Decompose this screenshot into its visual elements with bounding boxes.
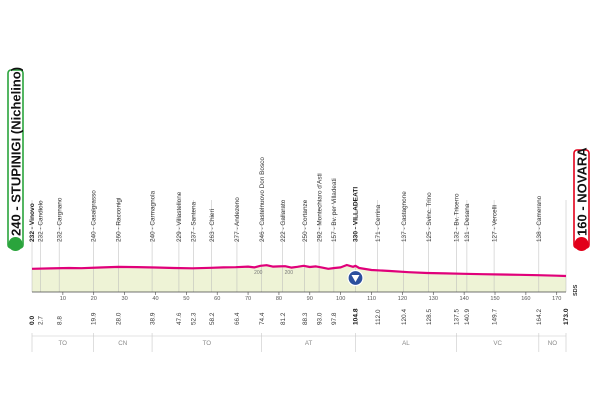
finish-altitude: 160 bbox=[575, 214, 590, 236]
altitude-mark-label: 200 bbox=[254, 270, 263, 276]
waypoint-label: 330 - VILLADEATI bbox=[353, 187, 360, 242]
start-name: STUPINIGI (Nichelino) bbox=[9, 67, 24, 203]
distance-tick-label: 120 bbox=[398, 296, 407, 302]
brand-mark: SDS bbox=[573, 284, 579, 296]
waypoint-label: 292 - Montechiaro d'Asti bbox=[316, 173, 323, 242]
waypoint-km-label: 66.4 bbox=[234, 312, 241, 325]
waypoint-km-label: 88.3 bbox=[302, 312, 309, 325]
waypoint-km-label: 97.8 bbox=[331, 312, 338, 325]
waypoint-label: 229 - Villastellone bbox=[176, 191, 183, 242]
waypoint-km-label: 140.9 bbox=[464, 309, 471, 325]
distance-tick-label: 20 bbox=[91, 296, 97, 302]
waypoint-km-label: 164.2 bbox=[536, 309, 543, 325]
finish-block: 160 - NOVARA bbox=[573, 147, 590, 251]
region-label: NO bbox=[548, 340, 557, 347]
start-title: 240 - STUPINIGI (Nichelino) bbox=[9, 67, 24, 236]
waypoint-km-label: 128.5 bbox=[426, 309, 433, 325]
distance-tick-label: 50 bbox=[183, 296, 189, 302]
profile-marks-layer: 200 200 10 20 30 40 50 60 70 80 90 100 110 120 130 140 1… bbox=[29, 157, 570, 352]
distance-tick-label: 160 bbox=[521, 296, 530, 302]
waypoint-label: 125 - Svinc. Trino bbox=[426, 192, 433, 242]
distance-tick-label: 70 bbox=[245, 296, 251, 302]
profile-base-layer bbox=[31, 200, 567, 292]
waypoint-label: 240 - Casalgrasso bbox=[91, 190, 98, 242]
waypoint-km-label: 137.5 bbox=[454, 309, 461, 325]
distance-tick-label: 60 bbox=[214, 296, 220, 302]
distance-tick-label: 40 bbox=[152, 296, 158, 302]
waypoint-km-label: 58.2 bbox=[209, 312, 216, 325]
waypoint-km-label: 104.8 bbox=[353, 308, 360, 325]
waypoint-km-label: 28.0 bbox=[116, 312, 123, 325]
summit-marker-icon bbox=[347, 269, 364, 287]
region-label: AT bbox=[305, 340, 313, 347]
waypoint-km-label: 47.6 bbox=[176, 312, 183, 325]
distance-tick-label: 130 bbox=[429, 296, 438, 302]
finish-title: 160 - NOVARA bbox=[575, 147, 590, 236]
waypoint-km-label: 0.0 bbox=[29, 316, 36, 325]
waypoint-km-label: 149.7 bbox=[491, 309, 498, 325]
waypoint-label: 232 - Candiolo bbox=[38, 200, 45, 242]
summit-triangle bbox=[351, 275, 360, 282]
waypoint-label: 250 - Cortanze bbox=[302, 199, 309, 242]
distance-tick-label: 100 bbox=[336, 296, 345, 302]
waypoint-label: 131 - Desana bbox=[464, 203, 471, 242]
finish-name: NOVARA bbox=[575, 147, 590, 203]
waypoint-label: 137 - Castagnone bbox=[401, 191, 408, 242]
distance-tick-label: 110 bbox=[367, 296, 376, 302]
start-block: 240 - STUPINIGI (Nichelino) bbox=[7, 67, 24, 251]
waypoint-km-label: 8.8 bbox=[56, 316, 63, 325]
waypoint-label: 237 - Santena bbox=[191, 201, 198, 242]
waypoint-label: 157 - Bv. per Villadeati bbox=[331, 178, 338, 242]
distance-tick-label: 30 bbox=[121, 296, 127, 302]
waypoint-label: 232 - Vinovo bbox=[29, 203, 36, 242]
altitude-mark-label: 200 bbox=[285, 270, 294, 276]
waypoint-label: 132 - Bv. Tricerro bbox=[454, 193, 461, 242]
region-label: TO bbox=[58, 340, 67, 347]
waypoint-label: 240 - Carmagnola bbox=[149, 190, 156, 242]
region-label: TO bbox=[203, 340, 212, 347]
distance-tick-label: 170 bbox=[552, 296, 561, 302]
waypoint-label: 263 - Chieri bbox=[209, 209, 216, 242]
distance-tick-label: 150 bbox=[490, 296, 499, 302]
distance-tick-label: 80 bbox=[276, 296, 282, 302]
finish-flag-icon bbox=[574, 237, 589, 251]
waypoint-km-label: 38.9 bbox=[149, 312, 156, 325]
distance-tick-label: 10 bbox=[60, 296, 66, 302]
waypoint-km-label: 52.3 bbox=[191, 312, 198, 325]
waypoint-label: 138 - Camerano bbox=[536, 195, 543, 242]
waypoint-km-label: 112.0 bbox=[375, 309, 382, 325]
waypoint-label: 277 - Andezeno bbox=[234, 197, 241, 242]
waypoint-km-label: 93.0 bbox=[316, 312, 323, 325]
waypoint-km-label: 74.4 bbox=[259, 312, 266, 325]
waypoint-km-label: 19.9 bbox=[91, 312, 98, 325]
waypoint-label: 246 - Castelnuovo Don Bosco bbox=[259, 157, 266, 242]
waypoint-km-label: 173.0 bbox=[563, 308, 570, 325]
distance-tick-label: 140 bbox=[459, 296, 468, 302]
distance-tick-label: 90 bbox=[307, 296, 313, 302]
waypoint-km-label: 81.2 bbox=[280, 312, 287, 325]
waypoint-label: 222 - Gallarato bbox=[280, 199, 287, 242]
region-label: AL bbox=[402, 340, 410, 347]
waypoint-label: 232 - Cargnano bbox=[56, 197, 63, 242]
profile-area bbox=[32, 265, 566, 292]
region-label: CN bbox=[118, 340, 127, 347]
waypoint-km-label: 120.4 bbox=[401, 309, 408, 325]
start-altitude: 240 bbox=[9, 214, 24, 236]
region-label: VC bbox=[493, 340, 502, 347]
waypoint-label: 171 - Cerrina bbox=[375, 204, 382, 242]
waypoint-label: 127 - Vercelli bbox=[491, 205, 498, 242]
waypoint-label: 260 - Racconigi bbox=[116, 198, 123, 242]
waypoint-km-label: 2.7 bbox=[38, 316, 45, 325]
start-flag-icon bbox=[8, 237, 23, 251]
profile-line bbox=[31, 263, 567, 278]
